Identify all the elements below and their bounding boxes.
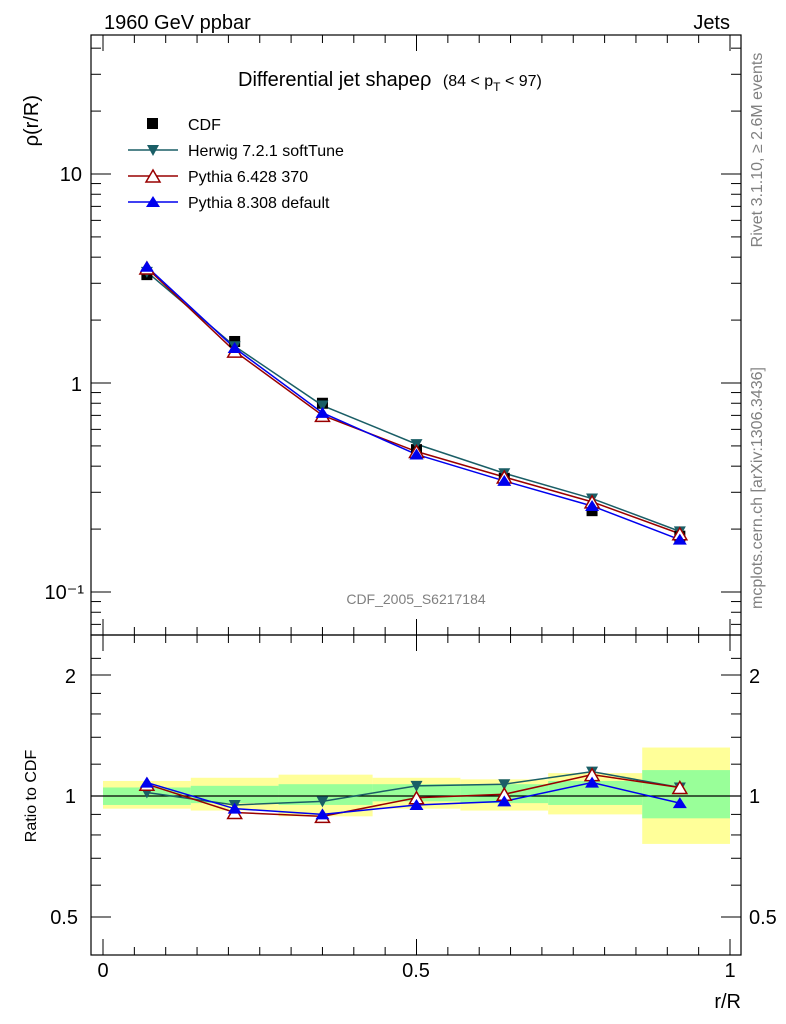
ratio-plot-markers (138, 766, 689, 824)
plot-title-subscript: T (493, 80, 501, 94)
series-line-pythia6 (146, 267, 681, 535)
main-y-axis-label: ρ(r/R) (21, 95, 43, 146)
ratio-point-pythia8 (315, 808, 330, 820)
main-plot-markers (138, 260, 689, 545)
ratio-tick-label-1-left: 1 (65, 786, 76, 808)
ratio-point-herwig (498, 779, 511, 791)
legend-marker-herwig (147, 145, 159, 156)
data-point-pythia8 (315, 406, 330, 418)
legend: CDF Herwig 7.2.1 softTune Pythia 6.428 3… (128, 117, 344, 212)
ratio-y-axis-label: Ratio to CDF (23, 750, 40, 843)
legend-label-cdf: CDF (188, 117, 221, 134)
ratio-tick-label-1-right: 1 (749, 786, 760, 808)
ratio-point-pythia8 (672, 797, 687, 809)
plot-title-range-end: < 97) (501, 73, 542, 90)
ratio-point-pythia8 (497, 795, 512, 807)
data-point-pythia8 (139, 260, 154, 272)
ratio-band-inner (190, 785, 279, 804)
header-category-label: Jets (693, 12, 730, 34)
analysis-watermark: CDF_2005_S6217184 (346, 591, 486, 607)
main-plot-panel (90, 34, 742, 636)
series-line-pythia8 (146, 266, 681, 541)
ratio-point-pythia8 (409, 798, 424, 810)
ratio-tick-label-2-left: 2 (65, 666, 76, 688)
data-point-pythia8 (409, 448, 424, 460)
plot-title: Differential jet shapeρ (84 < pT < 97) (238, 69, 542, 94)
legend-marker-pythia6 (144, 168, 162, 183)
x-tick-label-0-5: 0.5 (402, 960, 430, 982)
rivet-version-label: Rivet 3.1.10, ≥ 2.6M events (749, 53, 766, 248)
legend-label-pythia8: Pythia 8.308 default (188, 195, 330, 212)
ratio-point-herwig (316, 796, 329, 808)
y-tick-label-0-1: 10⁻¹ (45, 582, 85, 604)
plot-title-main: Differential jet shapeρ (238, 69, 431, 91)
ratio-plot-panel (90, 634, 742, 956)
main-plot-series-lines (146, 266, 681, 541)
ratio-band-inner (278, 784, 373, 805)
ratio-tick-label-0-5-right: 0.5 (749, 907, 777, 929)
data-point-pythia8 (497, 474, 512, 486)
x-tick-label-1: 1 (724, 960, 735, 982)
mcplots-credit-label: mcplots.cern.ch [arXiv:1306.3436] (749, 367, 766, 609)
x-axis-label: r/R (714, 991, 741, 1013)
ratio-tick-label-2-right: 2 (749, 666, 760, 688)
ratio-point-herwig (410, 780, 423, 792)
ratio-tick-label-0-5-left: 0.5 (50, 907, 78, 929)
ratio-point-pythia8 (139, 776, 154, 788)
legend-label-herwig: Herwig 7.2.1 softTune (188, 143, 344, 160)
series-line-herwig (146, 271, 681, 533)
y-tick-label-1: 1 (71, 374, 82, 396)
ratio-point-pythia8 (227, 802, 242, 814)
legend-label-pythia6: Pythia 6.428 370 (188, 169, 308, 186)
plot-title-range: (84 < p (443, 73, 493, 90)
legend-marker-pythia8 (146, 196, 160, 207)
y-tick-label-10: 10 (60, 164, 82, 186)
data-point-pythia8 (227, 342, 242, 354)
ratio-plot-ticks (91, 635, 741, 955)
header-energy-label: 1960 GeV ppbar (104, 12, 251, 34)
x-tick-label-0: 0 (97, 960, 108, 982)
data-point-herwig (316, 400, 329, 412)
legend-marker-cdf (147, 118, 158, 129)
ratio-point-pythia8 (585, 776, 600, 788)
data-point-pythia8 (672, 533, 687, 545)
data-point-pythia8 (585, 499, 600, 511)
main-plot-ticks (91, 35, 741, 635)
ratio-point-pythia6 (671, 779, 689, 795)
